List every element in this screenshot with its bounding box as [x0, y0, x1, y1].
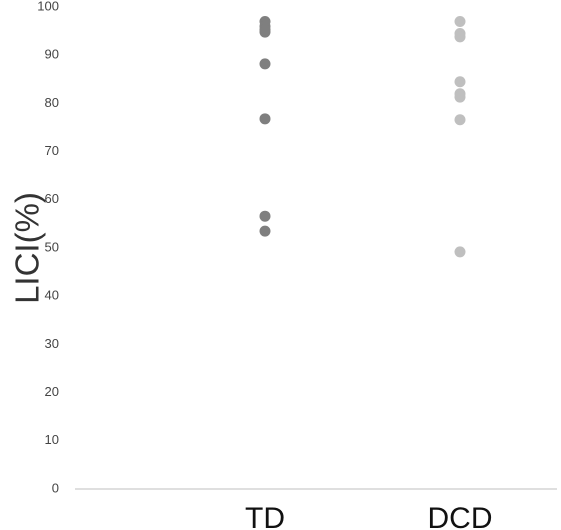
data-points: [259, 15, 466, 258]
data-point-dcd: [454, 76, 466, 88]
x-category-label: DCD: [428, 502, 493, 530]
y-tick-label: 80: [45, 95, 59, 110]
data-point-td: [259, 225, 271, 237]
data-point-td: [259, 210, 271, 222]
y-tick-label: 90: [45, 47, 59, 62]
y-tick-label: 0: [52, 480, 59, 495]
y-tick-label: 70: [45, 143, 59, 158]
y-tick-label: 10: [45, 432, 59, 447]
y-axis-title: LICI(%): [9, 192, 46, 304]
data-point-td: [259, 26, 271, 38]
data-point-td: [259, 58, 271, 70]
y-tick-label: 40: [45, 288, 59, 303]
y-tick-label: 100: [37, 0, 59, 13]
y-tick-labels: 0 10 20 30 40 50 60 70 80 90 100: [37, 0, 59, 495]
data-point-dcd: [454, 91, 466, 103]
y-tick-label: 50: [45, 239, 59, 254]
data-point-dcd: [454, 246, 466, 258]
y-tick-label: 30: [45, 336, 59, 351]
data-point-dcd: [454, 31, 466, 43]
category-labels: TD DCD: [245, 502, 493, 530]
x-category-label: TD: [245, 502, 285, 530]
y-tick-label: 60: [45, 191, 59, 206]
data-point-dcd: [454, 114, 466, 126]
data-point-dcd: [454, 15, 466, 27]
y-tick-label: 20: [45, 384, 59, 399]
data-point-td: [259, 113, 271, 125]
